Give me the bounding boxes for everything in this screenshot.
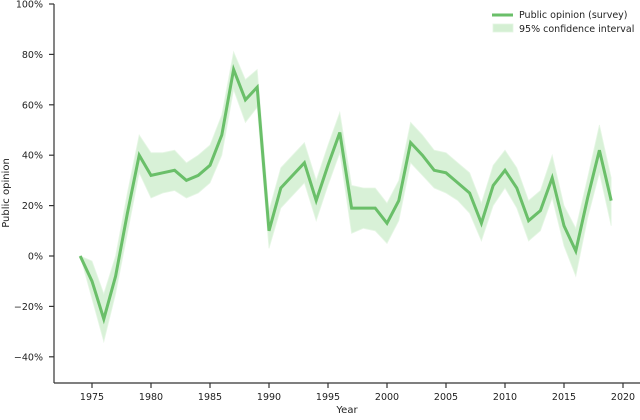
x-ticks: 1975 1980 1985 1990 1995 2000 2005 2010 2015 2020 xyxy=(80,383,635,403)
x-tick-label: 1990 xyxy=(257,392,281,403)
y-ticks: −40% −20% 0% 20% 40% 60% 80% 100% xyxy=(14,0,54,363)
y-tick-label: −40% xyxy=(14,352,43,363)
x-tick-label: 2010 xyxy=(493,392,517,403)
legend: Public opinion (survey) 95% confidence i… xyxy=(492,10,634,35)
y-tick-label: 0% xyxy=(28,252,43,263)
y-tick-label: −20% xyxy=(14,302,43,313)
opinion-line-path xyxy=(78,63,613,325)
legend-line-label: Public opinion (survey) xyxy=(519,10,628,21)
legend-band-swatch xyxy=(492,23,514,33)
x-tick-label: 2005 xyxy=(434,392,458,403)
x-tick-label: 1995 xyxy=(316,392,340,403)
confidence-band-area xyxy=(79,50,612,344)
opinion-line xyxy=(78,63,613,325)
confidence-band xyxy=(79,50,612,344)
y-tick-label: 40% xyxy=(22,151,43,162)
x-tick-label: 1975 xyxy=(80,392,104,403)
x-tick-label: 1980 xyxy=(139,392,163,403)
y-axis-label: Public opinion xyxy=(1,158,12,228)
x-axis-label: Year xyxy=(335,405,358,416)
y-tick-label: 100% xyxy=(16,0,43,11)
x-tick-label: 2015 xyxy=(552,392,576,403)
x-tick-label: 2020 xyxy=(611,392,635,403)
y-tick-label: 80% xyxy=(22,50,43,61)
legend-band-label: 95% confidence interval xyxy=(519,24,634,35)
y-tick-label: 60% xyxy=(22,100,43,111)
x-tick-label: 1985 xyxy=(198,392,222,403)
x-tick-label: 2000 xyxy=(375,392,399,403)
y-tick-label: 20% xyxy=(22,201,43,212)
axes xyxy=(53,4,640,384)
